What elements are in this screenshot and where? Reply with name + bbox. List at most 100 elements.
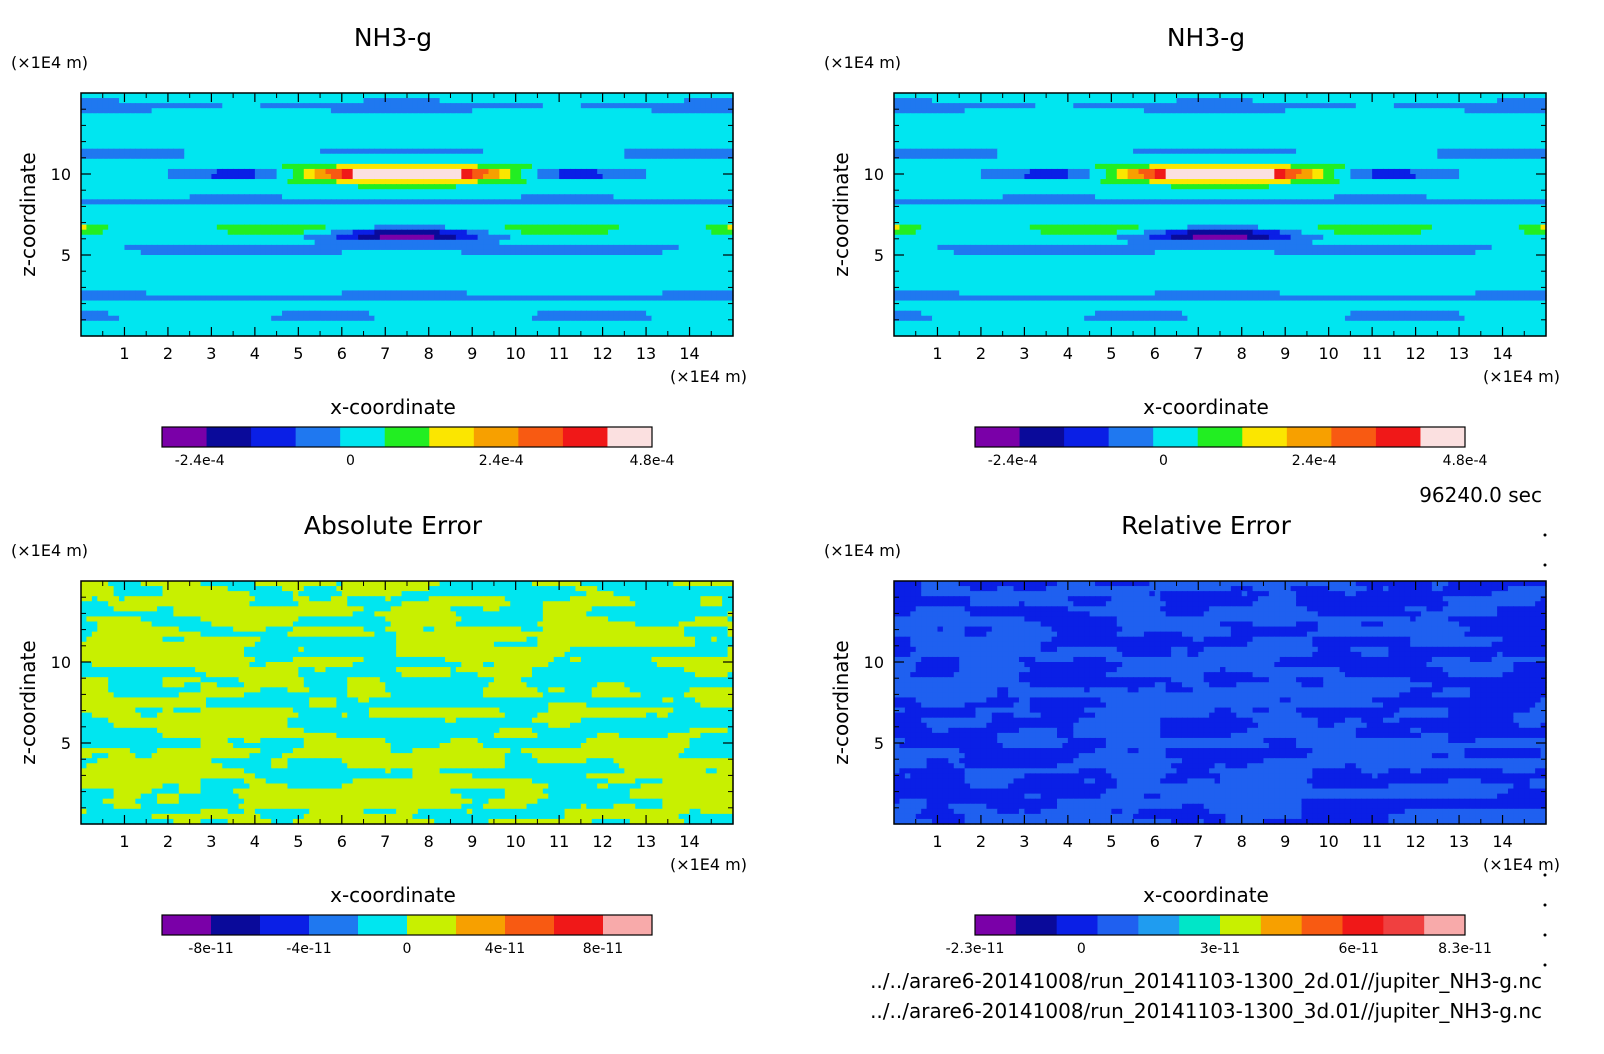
heatmap-cell [640,214,647,221]
heatmap-cell [200,239,207,246]
heatmap-cell [526,295,533,302]
heatmap-cell [428,214,435,221]
heatmap-cell [629,163,636,170]
heatmap-cell [526,103,533,109]
heatmap-cell [602,285,609,292]
heatmap-cell [287,98,294,104]
heatmap-cell [537,194,544,200]
heatmap-cell [309,260,316,266]
heatmap-cell [260,244,267,251]
heatmap-cell [580,224,587,231]
heatmap-cell [325,280,332,286]
heatmap-cell [363,153,370,160]
heatmap-cell [352,168,359,175]
heatmap-cell [314,138,321,145]
heatmap-cell [439,244,446,251]
heatmap-cell [184,239,191,246]
heatmap-cell [97,290,104,297]
heatmap-cell [303,179,310,185]
heatmap-cell [374,224,381,231]
heatmap-cell [711,128,718,135]
heatmap-cell [91,103,98,109]
heatmap-cell [646,275,653,281]
heatmap-cell [119,300,126,307]
heatmap-cell [684,103,691,109]
heatmap-cell [233,118,240,124]
heatmap-cell [705,199,712,205]
heatmap-cell [233,123,240,130]
heatmap-cell [499,255,506,261]
heatmap-cell [711,290,718,297]
heatmap-cell [184,128,191,135]
heatmap-cell [205,148,212,155]
heatmap-cell [374,153,381,160]
heatmap-cell [417,219,424,226]
heatmap-cell [249,234,256,241]
heatmap-cell [379,133,386,140]
heatmap-cell [537,158,544,165]
heatmap-cell [412,280,419,286]
heatmap-cell [445,295,452,302]
heatmap-cell [694,179,701,185]
heatmap-cell [135,300,142,307]
heatmap-cell [629,244,636,251]
heatmap-cell [586,260,593,266]
heatmap-cell [608,234,615,241]
heatmap-cell [477,255,484,261]
heatmap-cell [667,184,674,190]
heatmap-cell [292,153,299,160]
heatmap-cell [591,275,598,281]
heatmap-cell [423,163,430,170]
heatmap-cell [396,229,403,236]
heatmap-cell [602,108,609,114]
heatmap-cell [477,98,484,104]
heatmap-cell [135,123,142,130]
heatmap-cell [146,290,153,297]
heatmap-cell [580,285,587,292]
heatmap-cell [390,153,397,160]
heatmap-cell [254,153,261,160]
heatmap-cell [689,93,696,99]
heatmap-cell [227,280,234,286]
heatmap-cell [667,275,674,281]
heatmap-cell [119,143,126,150]
heatmap-cell [396,290,403,297]
heatmap-cell [716,194,723,200]
heatmap-cell [287,234,294,241]
heatmap-cell [347,209,354,216]
heatmap-cell [401,108,408,114]
heatmap-cell [548,204,555,211]
heatmap-cell [157,300,164,307]
heatmap-cell [515,239,522,246]
heatmap-cell [151,244,158,251]
heatmap-cell [423,108,430,114]
heatmap-cell [510,295,517,302]
heatmap-cell [363,189,370,195]
heatmap-cell [233,199,240,205]
heatmap-cell [635,138,642,145]
heatmap-cell [407,153,414,160]
heatmap-cell [591,290,598,297]
heatmap-cell [504,260,511,266]
heatmap-cell [559,113,566,119]
heatmap-cell [439,219,446,226]
heatmap-cell [129,255,136,261]
heatmap-cell [244,108,251,114]
heatmap-cell [553,234,560,241]
heatmap-cell [684,224,691,231]
heatmap-cell [722,199,729,205]
heatmap-cell [575,219,582,226]
heatmap-cell [428,260,435,266]
heatmap-cell [548,239,555,246]
heatmap-cell [722,113,729,119]
heatmap-cell [102,118,109,124]
heatmap-cell [597,168,604,175]
heatmap-cell [352,204,359,211]
heatmap-cell [222,98,229,104]
heatmap-cell [146,244,153,251]
heatmap-cell [238,280,245,286]
heatmap-cell [113,239,120,246]
heatmap-cell [227,214,234,221]
heatmap-cell [336,158,343,165]
heatmap-cell [602,123,609,130]
